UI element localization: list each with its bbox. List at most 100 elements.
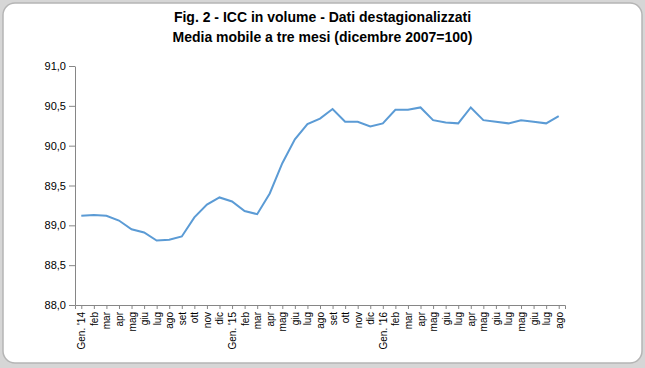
x-tick-label: mag (277, 312, 288, 331)
y-tick: 89,0 (45, 219, 75, 231)
x-tick-label: giu (529, 312, 540, 325)
x-tick-mark (508, 305, 509, 309)
x-tick-mark (370, 305, 371, 309)
y-tick-label: 88,0 (45, 299, 66, 311)
x-tick: Gen. '14 (76, 305, 87, 350)
y-tick-mark (69, 186, 75, 187)
x-tick-mark (144, 305, 145, 309)
x-tick: mar (101, 305, 112, 329)
y-tick-mark (69, 146, 75, 147)
x-tick-label: lug (453, 312, 464, 325)
x-tick-label: Gen. '14 (76, 312, 87, 350)
y-tick-mark (69, 66, 75, 67)
x-tick: set (328, 305, 339, 325)
x-tick-mark (257, 305, 258, 309)
x-tick-label: dic (214, 312, 225, 325)
x-tick-label: mar (403, 311, 414, 329)
y-tick: 88,5 (45, 259, 75, 271)
x-tick-label: Gen. '16 (378, 312, 389, 350)
y-tick: 89,5 (45, 180, 75, 192)
y-tick-mark (69, 106, 75, 107)
x-tick-mark (433, 305, 434, 309)
x-tick-mark (358, 305, 359, 309)
x-tick-label: mag (516, 312, 527, 331)
x-tick-label: Gen. '15 (227, 312, 238, 350)
x-tick-mark (157, 305, 158, 309)
x-tick-mark (194, 305, 195, 309)
x-tick-mark (345, 305, 346, 309)
x-tick-mark (207, 305, 208, 309)
x-tick-mark (383, 305, 384, 309)
x-tick-mark (245, 305, 246, 309)
x-tick-label: ago (164, 312, 175, 329)
x-tick-label: apr (114, 311, 125, 326)
chart: Fig. 2 - ICC in volume - Dati destagiona… (0, 0, 645, 368)
y-tick-label: 89,0 (45, 219, 66, 231)
x-tick-label: mar (101, 311, 112, 329)
y-tick-label: 89,5 (45, 180, 66, 192)
x-tick: ott (189, 305, 200, 323)
x-tick: dic (214, 305, 225, 325)
x-tick: mag (428, 305, 439, 331)
x-tick-label: giu (290, 312, 301, 325)
x-tick-mark (446, 305, 447, 309)
x-tick: giu (529, 305, 540, 325)
x-tick-label: giu (139, 312, 150, 325)
x-tick: dic (365, 305, 376, 325)
x-tick-mark (282, 305, 283, 309)
x-tick: lug (152, 305, 163, 325)
x-tick: giu (139, 305, 150, 325)
y-tick-label: 88,5 (45, 259, 66, 271)
x-tick: apr (114, 305, 125, 326)
x-tick: ott (340, 305, 351, 323)
x-tick-label: mag (478, 312, 489, 331)
y-tick-mark (69, 305, 75, 306)
x-tick-mark (232, 305, 233, 309)
x-tick-label: dic (365, 312, 376, 325)
x-tick-mark (471, 305, 472, 309)
x-tick: ago (164, 305, 175, 329)
x-tick-mark (521, 305, 522, 309)
x-tick-label: nov (202, 312, 213, 328)
y-axis: 88,088,589,089,590,090,591,0 (45, 60, 76, 311)
x-tick: mag (127, 305, 138, 331)
y-tick-label: 90,0 (45, 140, 66, 152)
x-tick-label: apr (466, 311, 477, 326)
x-tick: giu (441, 305, 452, 325)
x-tick: mar (403, 305, 414, 329)
x-tick-label: apr (416, 311, 427, 326)
x-tick: apr (265, 305, 276, 326)
x-tick: Gen. '15 (227, 305, 238, 350)
x-tick-label: lug (541, 312, 552, 325)
x-tick-label: feb (390, 312, 401, 326)
title: Fig. 2 - ICC in volume - Dati destagiona… (174, 9, 471, 25)
x-tick-label: feb (240, 312, 251, 326)
y-tick-mark (69, 265, 75, 266)
x-tick: giu (290, 305, 301, 325)
x-tick-mark (483, 305, 484, 309)
x-tick-label: ago (554, 312, 565, 329)
x-axis-line (76, 306, 566, 310)
x-tick-label: lug (302, 312, 313, 325)
x-tick: apr (416, 305, 427, 326)
x-tick: ago (315, 305, 326, 329)
x-tick: mag (478, 305, 489, 331)
y-tick: 88,0 (45, 299, 75, 311)
subtitle: Media mobile a tre mesi (dicembre 2007=1… (173, 29, 473, 45)
y-tick: 90,5 (45, 100, 75, 112)
x-tick: apr (466, 305, 477, 326)
y-axis-line (75, 67, 76, 306)
x-tick-label: mar (252, 311, 263, 329)
x-tick: giu (491, 305, 502, 325)
x-tick-label: nov (353, 312, 364, 328)
x-tick-mark (106, 305, 107, 309)
x-tick-mark (421, 305, 422, 309)
x-tick-mark (219, 305, 220, 309)
y-tick-label: 90,5 (45, 100, 66, 112)
x-tick-label: lug (152, 312, 163, 325)
x-tick-mark (559, 305, 560, 309)
x-tick: feb (89, 305, 100, 326)
x-tick: lug (453, 305, 464, 325)
x-tick: nov (353, 305, 364, 328)
line (81, 107, 558, 240)
